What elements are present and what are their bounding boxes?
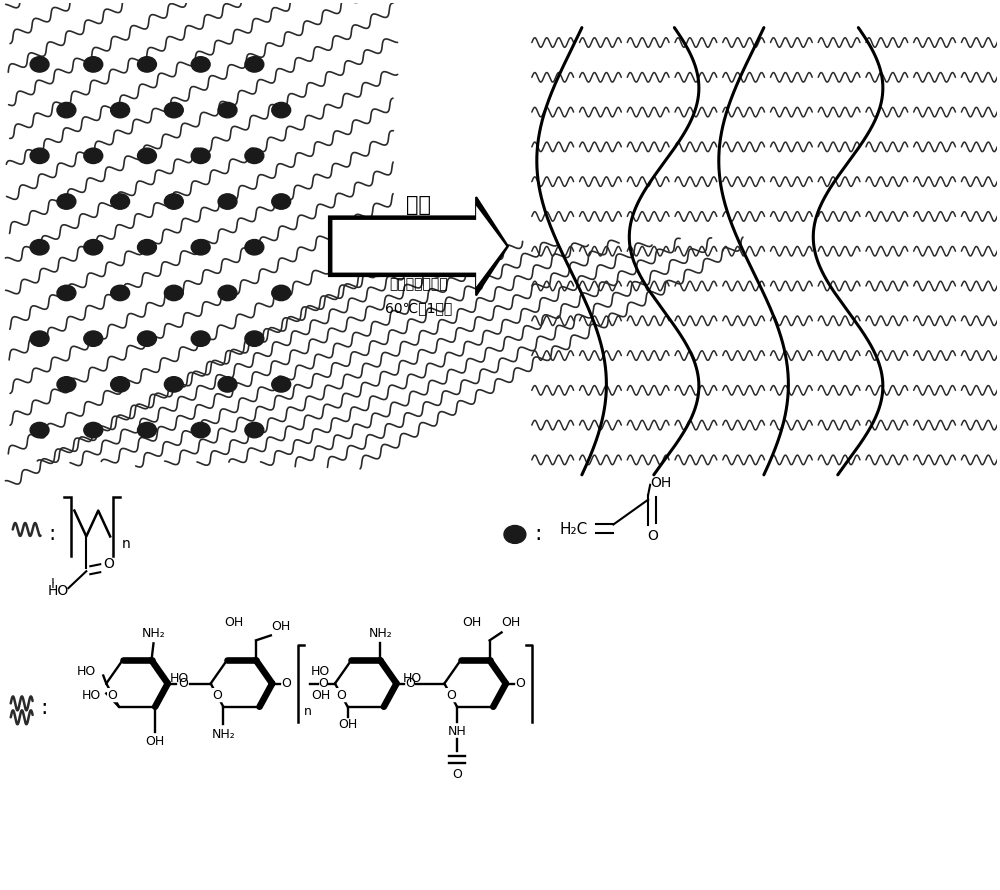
Text: 聚合: 聚合 — [406, 195, 431, 214]
Text: HO: HO — [48, 584, 69, 598]
Text: O: O — [318, 677, 328, 690]
Ellipse shape — [138, 423, 156, 438]
Ellipse shape — [30, 148, 49, 164]
Text: n: n — [304, 705, 312, 718]
Ellipse shape — [272, 376, 291, 392]
Ellipse shape — [57, 286, 76, 301]
Ellipse shape — [57, 102, 76, 117]
Ellipse shape — [164, 102, 183, 117]
Polygon shape — [329, 197, 508, 295]
Ellipse shape — [218, 194, 237, 209]
Ellipse shape — [191, 331, 210, 346]
Ellipse shape — [191, 423, 210, 438]
Text: OH: OH — [338, 718, 357, 732]
Text: O: O — [103, 557, 114, 571]
Ellipse shape — [30, 239, 49, 255]
Text: O: O — [336, 689, 346, 701]
Text: HO: HO — [311, 665, 330, 678]
Ellipse shape — [84, 423, 103, 438]
Text: HO: HO — [71, 605, 92, 619]
Text: O: O — [91, 576, 102, 590]
Text: n: n — [122, 538, 131, 552]
Ellipse shape — [272, 102, 291, 117]
Text: O: O — [178, 677, 188, 690]
Ellipse shape — [191, 57, 210, 72]
Ellipse shape — [245, 148, 264, 164]
Text: O: O — [281, 677, 291, 690]
Ellipse shape — [84, 57, 103, 72]
Text: HO: HO — [51, 577, 72, 591]
Text: NH: NH — [448, 725, 466, 738]
Text: HO: HO — [82, 689, 101, 702]
Text: NH₂: NH₂ — [142, 627, 165, 640]
Text: :: : — [49, 524, 56, 545]
Text: NH₂: NH₂ — [368, 627, 392, 640]
Text: O: O — [103, 582, 114, 596]
Ellipse shape — [218, 286, 237, 301]
Ellipse shape — [164, 376, 183, 392]
Text: 引发剂，交联剂: 引发剂，交联剂 — [389, 277, 448, 291]
Ellipse shape — [218, 102, 237, 117]
Ellipse shape — [30, 57, 49, 72]
Text: O: O — [406, 677, 415, 690]
Text: O: O — [212, 689, 222, 701]
Text: :: : — [41, 699, 48, 718]
Text: OH: OH — [502, 616, 521, 629]
Ellipse shape — [138, 239, 156, 255]
Text: OH: OH — [311, 689, 330, 702]
Text: H₂C: H₂C — [560, 522, 588, 537]
Text: OH: OH — [462, 616, 482, 629]
Bar — [35, 554, 144, 643]
Text: O: O — [87, 622, 98, 635]
Bar — [54, 495, 164, 634]
Ellipse shape — [30, 423, 49, 438]
Text: OH: OH — [146, 735, 165, 748]
Text: HO: HO — [36, 587, 57, 600]
Ellipse shape — [30, 331, 49, 346]
Text: HO: HO — [77, 665, 96, 678]
Ellipse shape — [57, 194, 76, 209]
Ellipse shape — [138, 148, 156, 164]
Ellipse shape — [245, 423, 264, 438]
Ellipse shape — [272, 286, 291, 301]
Ellipse shape — [191, 239, 210, 255]
Text: NH₂: NH₂ — [211, 728, 235, 741]
Text: n: n — [122, 538, 131, 552]
Polygon shape — [332, 206, 506, 287]
Text: O: O — [108, 689, 118, 701]
Ellipse shape — [245, 331, 264, 346]
Ellipse shape — [111, 194, 130, 209]
Ellipse shape — [191, 148, 210, 164]
Ellipse shape — [164, 286, 183, 301]
Ellipse shape — [245, 57, 264, 72]
Text: HO: HO — [403, 672, 422, 685]
Ellipse shape — [57, 376, 76, 392]
Text: OH: OH — [650, 476, 671, 490]
Ellipse shape — [245, 239, 264, 255]
Ellipse shape — [111, 286, 130, 301]
Text: O: O — [452, 768, 462, 781]
Text: O: O — [446, 689, 456, 701]
Ellipse shape — [84, 239, 103, 255]
Text: :: : — [534, 524, 542, 545]
Text: O: O — [515, 677, 525, 690]
Ellipse shape — [111, 102, 130, 117]
Ellipse shape — [504, 525, 526, 544]
Ellipse shape — [164, 194, 183, 209]
Ellipse shape — [138, 331, 156, 346]
Ellipse shape — [111, 376, 130, 392]
Text: OH: OH — [225, 616, 244, 629]
Text: HO: HO — [170, 672, 189, 685]
Ellipse shape — [84, 331, 103, 346]
Text: 60℃，1小时: 60℃，1小时 — [385, 301, 452, 315]
Ellipse shape — [84, 148, 103, 164]
Ellipse shape — [272, 194, 291, 209]
Ellipse shape — [218, 376, 237, 392]
Text: OH: OH — [271, 620, 290, 633]
Text: O: O — [648, 530, 659, 544]
Ellipse shape — [138, 57, 156, 72]
